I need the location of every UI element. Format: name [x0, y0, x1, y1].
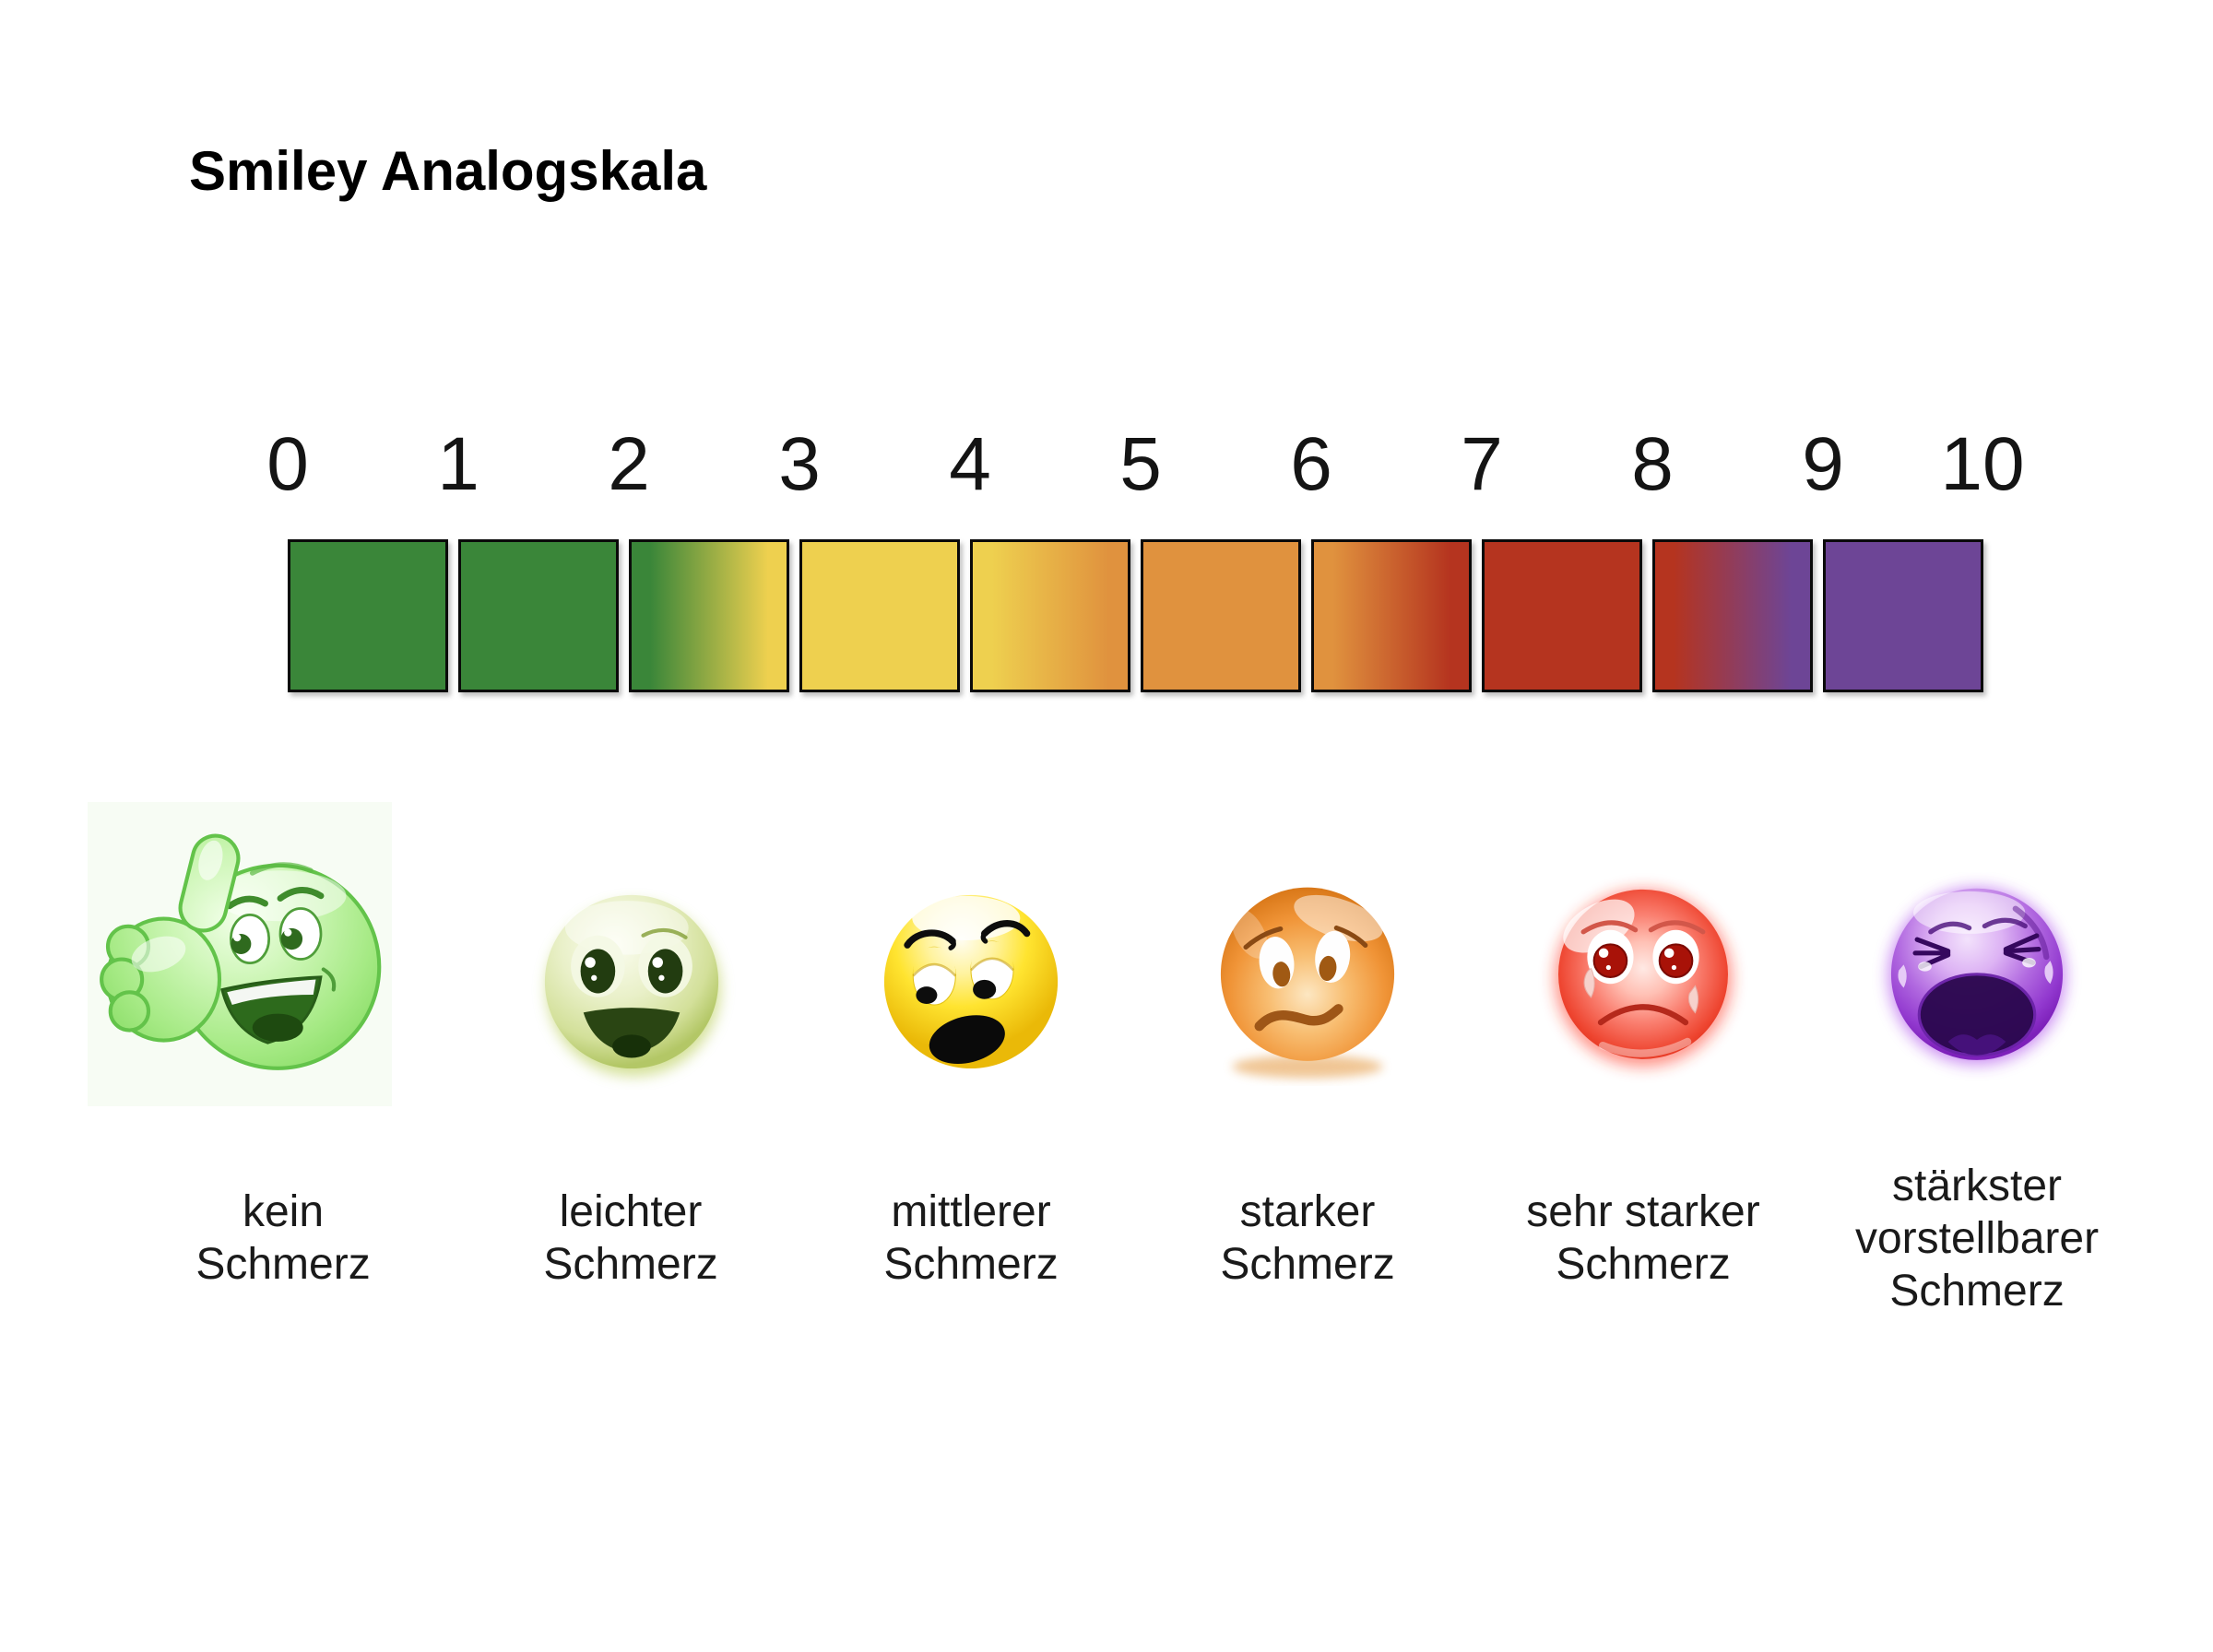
scale-box-1-2	[458, 539, 619, 692]
label-line: vorstellbarer	[1854, 1214, 2100, 1263]
label-starker-schmerz: starker Schmerz	[1142, 1186, 1473, 1291]
label-mittlerer-schmerz: mittlerer Schmerz	[805, 1186, 1137, 1291]
scale-tick-10: 10	[1940, 422, 2025, 506]
scale-box-5-6	[1141, 539, 1301, 692]
label-line: leichter	[559, 1187, 703, 1236]
scale-tick-1: 1	[437, 422, 479, 506]
label-line: Schmerz	[1556, 1240, 1731, 1289]
moaning-smiley-icon	[865, 878, 1077, 1090]
happy-smiley-icon	[526, 878, 738, 1090]
label-line: kein	[242, 1187, 325, 1236]
scale-box-6-7	[1311, 539, 1472, 692]
scale-box-4-5	[970, 539, 1130, 692]
worried-smiley-icon	[1201, 874, 1414, 1086]
scale-box-3-4	[799, 539, 960, 692]
scale-tick-8: 8	[1631, 422, 1674, 506]
scale-box-9-10	[1823, 539, 1983, 692]
page-title: Smiley Analogskala	[189, 140, 707, 202]
scale-tick-2: 2	[608, 422, 650, 506]
thumbs-up-smiley-icon	[88, 802, 392, 1106]
label-line: Schmerz	[195, 1240, 371, 1289]
scale-tick-5: 5	[1119, 422, 1162, 506]
scale-tick-7: 7	[1461, 422, 1503, 506]
scale-tick-0: 0	[266, 422, 309, 506]
scale-tick-9: 9	[1802, 422, 1844, 506]
scale-box-7-8	[1482, 539, 1642, 692]
crying-smiley-icon	[1537, 872, 1749, 1084]
label-line: Schmerz	[543, 1240, 718, 1289]
scale-tick-4: 4	[949, 422, 991, 506]
label-line: stärkster	[1891, 1162, 2063, 1210]
label-line: starker	[1239, 1187, 1376, 1236]
label-line: Schmerz	[1220, 1240, 1395, 1289]
scale-tick-6: 6	[1290, 422, 1332, 506]
label-sehr-starker-schmerz: sehr starker Schmerz	[1477, 1186, 1809, 1291]
label-line: Schmerz	[883, 1240, 1059, 1289]
label-kein-schmerz: kein Schmerz	[117, 1186, 449, 1291]
label-staerkster-vorstellbarer-schmerz: stärkster vorstellbarer Schmerz	[1811, 1160, 2143, 1317]
scale-box-0-1	[288, 539, 448, 692]
label-line: mittlerer	[891, 1187, 1051, 1236]
scale-box-8-9	[1652, 539, 1813, 692]
label-leichter-schmerz: leichter Schmerz	[465, 1186, 797, 1291]
label-line: Schmerz	[1889, 1267, 2065, 1316]
label-line: sehr starker	[1526, 1187, 1760, 1236]
scale-box-2-3	[629, 539, 789, 692]
screaming-smiley-icon	[1871, 872, 2083, 1084]
scale-tick-3: 3	[778, 422, 821, 506]
